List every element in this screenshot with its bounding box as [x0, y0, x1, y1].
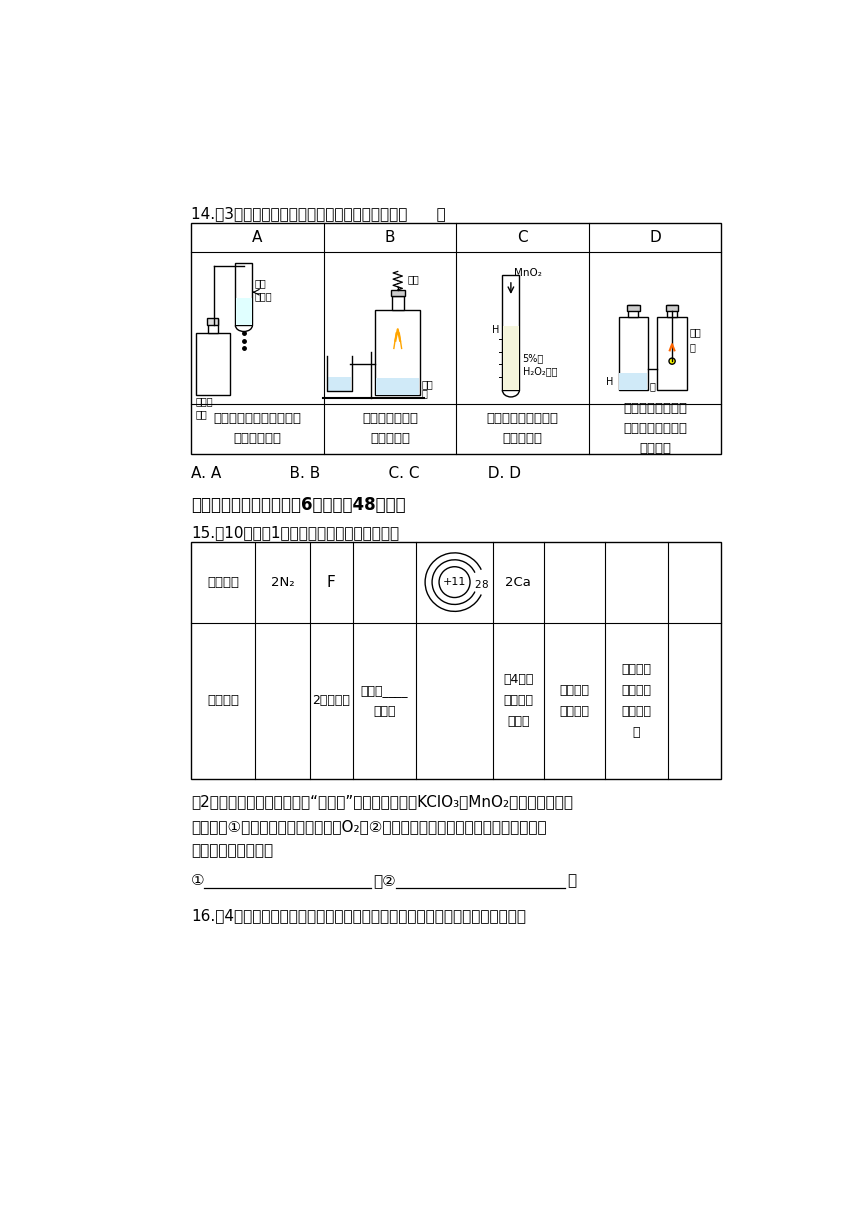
Text: 2: 2: [475, 580, 481, 590]
Text: ①: ①: [191, 873, 205, 888]
Text: 14.（3分）下列实验探究方案中设计不合理的是（      ）: 14.（3分）下列实验探究方案中设计不合理的是（ ）: [191, 206, 446, 221]
Text: 保持氧化
汞的化学
性质的粒
子: 保持氧化 汞的化学 性质的粒 子: [621, 663, 651, 738]
Text: 研究空气中氧气
的体积含量: 研究空气中氧气 的体积含量: [362, 412, 418, 445]
Text: 澄清
石灰水: 澄清 石灰水: [255, 278, 273, 302]
Text: 由4个磷
原子构成
的分子: 由4个磷 原子构成 的分子: [503, 674, 533, 728]
Text: 板机时，①撞针撞击火药，分解产生O₂；②并引燃红磷产生白烟。试分别写出这两步: 板机时，①撞针撞击火药，分解产生O₂；②并引燃红磷产生白烟。试分别写出这两步: [191, 818, 547, 834]
Text: 水: 水: [649, 381, 655, 392]
Text: 探究人的呼吸作用是否产
生了二氧化碳: 探究人的呼吸作用是否产 生了二氧化碳: [213, 412, 302, 445]
Text: +11: +11: [443, 578, 466, 587]
Text: D: D: [649, 230, 661, 246]
Bar: [657, 317, 687, 390]
Bar: [236, 263, 253, 326]
Text: 二、非选择题（本题包括6小题，全48分）。: 二、非选择题（本题包括6小题，全48分）。: [191, 495, 406, 513]
Text: 。: 。: [567, 873, 576, 888]
Text: H: H: [492, 325, 500, 334]
Text: 5%的
H₂O₂溶液: 5%的 H₂O₂溶液: [523, 353, 557, 376]
Bar: [237, 298, 252, 326]
Text: A. A              B. B              C. C              D. D: A. A B. B C. C D. D: [191, 466, 521, 482]
Bar: [502, 275, 519, 390]
Text: 表示意义: 表示意义: [207, 694, 239, 708]
Bar: [618, 317, 648, 390]
Circle shape: [439, 567, 470, 597]
Text: 化学符号: 化学符号: [207, 575, 239, 589]
Text: 探究氧气的浓度是
影响硫燃烧剧烈程
度的因素: 探究氧气的浓度是 影响硫燃烧剧烈程 度的因素: [623, 402, 687, 456]
Bar: [503, 326, 519, 390]
Bar: [375, 310, 421, 395]
Text: 15.（10分）（1）按题意填写下表中的空格。: 15.（10分）（1）按题意填写下表中的空格。: [191, 525, 399, 540]
Text: ；②: ；②: [373, 873, 396, 888]
Bar: [392, 295, 403, 310]
Text: B: B: [384, 230, 396, 246]
Text: 构成氯化
钓的粒子: 构成氯化 钓的粒子: [559, 683, 589, 717]
Text: H: H: [605, 377, 613, 388]
Text: 探究二氧化锡对反应
速率的影响: 探究二氧化锡对反应 速率的影响: [487, 412, 558, 445]
Bar: [191, 541, 722, 779]
Bar: [629, 304, 638, 317]
Text: F: F: [327, 575, 335, 590]
Circle shape: [669, 358, 675, 365]
Bar: [627, 304, 640, 311]
Text: 硫: 硫: [689, 343, 695, 353]
Text: MnO₂: MnO₂: [514, 268, 542, 277]
Text: 水: 水: [421, 388, 427, 398]
Bar: [666, 304, 679, 311]
Text: 2Ca: 2Ca: [506, 575, 531, 589]
Text: 8: 8: [482, 580, 488, 590]
Bar: [328, 377, 351, 390]
Text: 核内有____
个质子: 核内有____ 个质子: [360, 683, 408, 717]
Text: 2N₂: 2N₂: [271, 575, 294, 589]
Text: 弹簧: 弹簧: [407, 274, 419, 285]
Text: 人呼出
气体: 人呼出 气体: [196, 396, 213, 420]
Text: 红磷: 红磷: [421, 379, 433, 389]
Bar: [376, 378, 420, 395]
Text: 2个氟分子: 2个氟分子: [312, 694, 350, 708]
Bar: [207, 317, 218, 326]
Bar: [667, 304, 677, 317]
Bar: [390, 289, 405, 295]
Text: 反应的符号表达式。: 反应的符号表达式。: [191, 844, 273, 858]
Text: （2）学校运动会上短跑项目“发令枪”里的火药成分为KClO₃、MnO₂和红磷，当扣动: （2）学校运动会上短跑项目“发令枪”里的火药成分为KClO₃、MnO₂和红磷，当…: [191, 794, 574, 810]
Text: A: A: [252, 230, 262, 246]
Bar: [619, 373, 648, 390]
Text: 16.（4分）氧气是一种化学性质比较活泼的气体，能和许多物质发生化学反应。: 16.（4分）氧气是一种化学性质比较活泼的气体，能和许多物质发生化学反应。: [191, 908, 526, 923]
Text: C: C: [517, 230, 528, 246]
Bar: [196, 333, 230, 395]
Bar: [191, 223, 722, 454]
Bar: [208, 319, 218, 333]
Text: 空气: 空气: [689, 327, 701, 337]
